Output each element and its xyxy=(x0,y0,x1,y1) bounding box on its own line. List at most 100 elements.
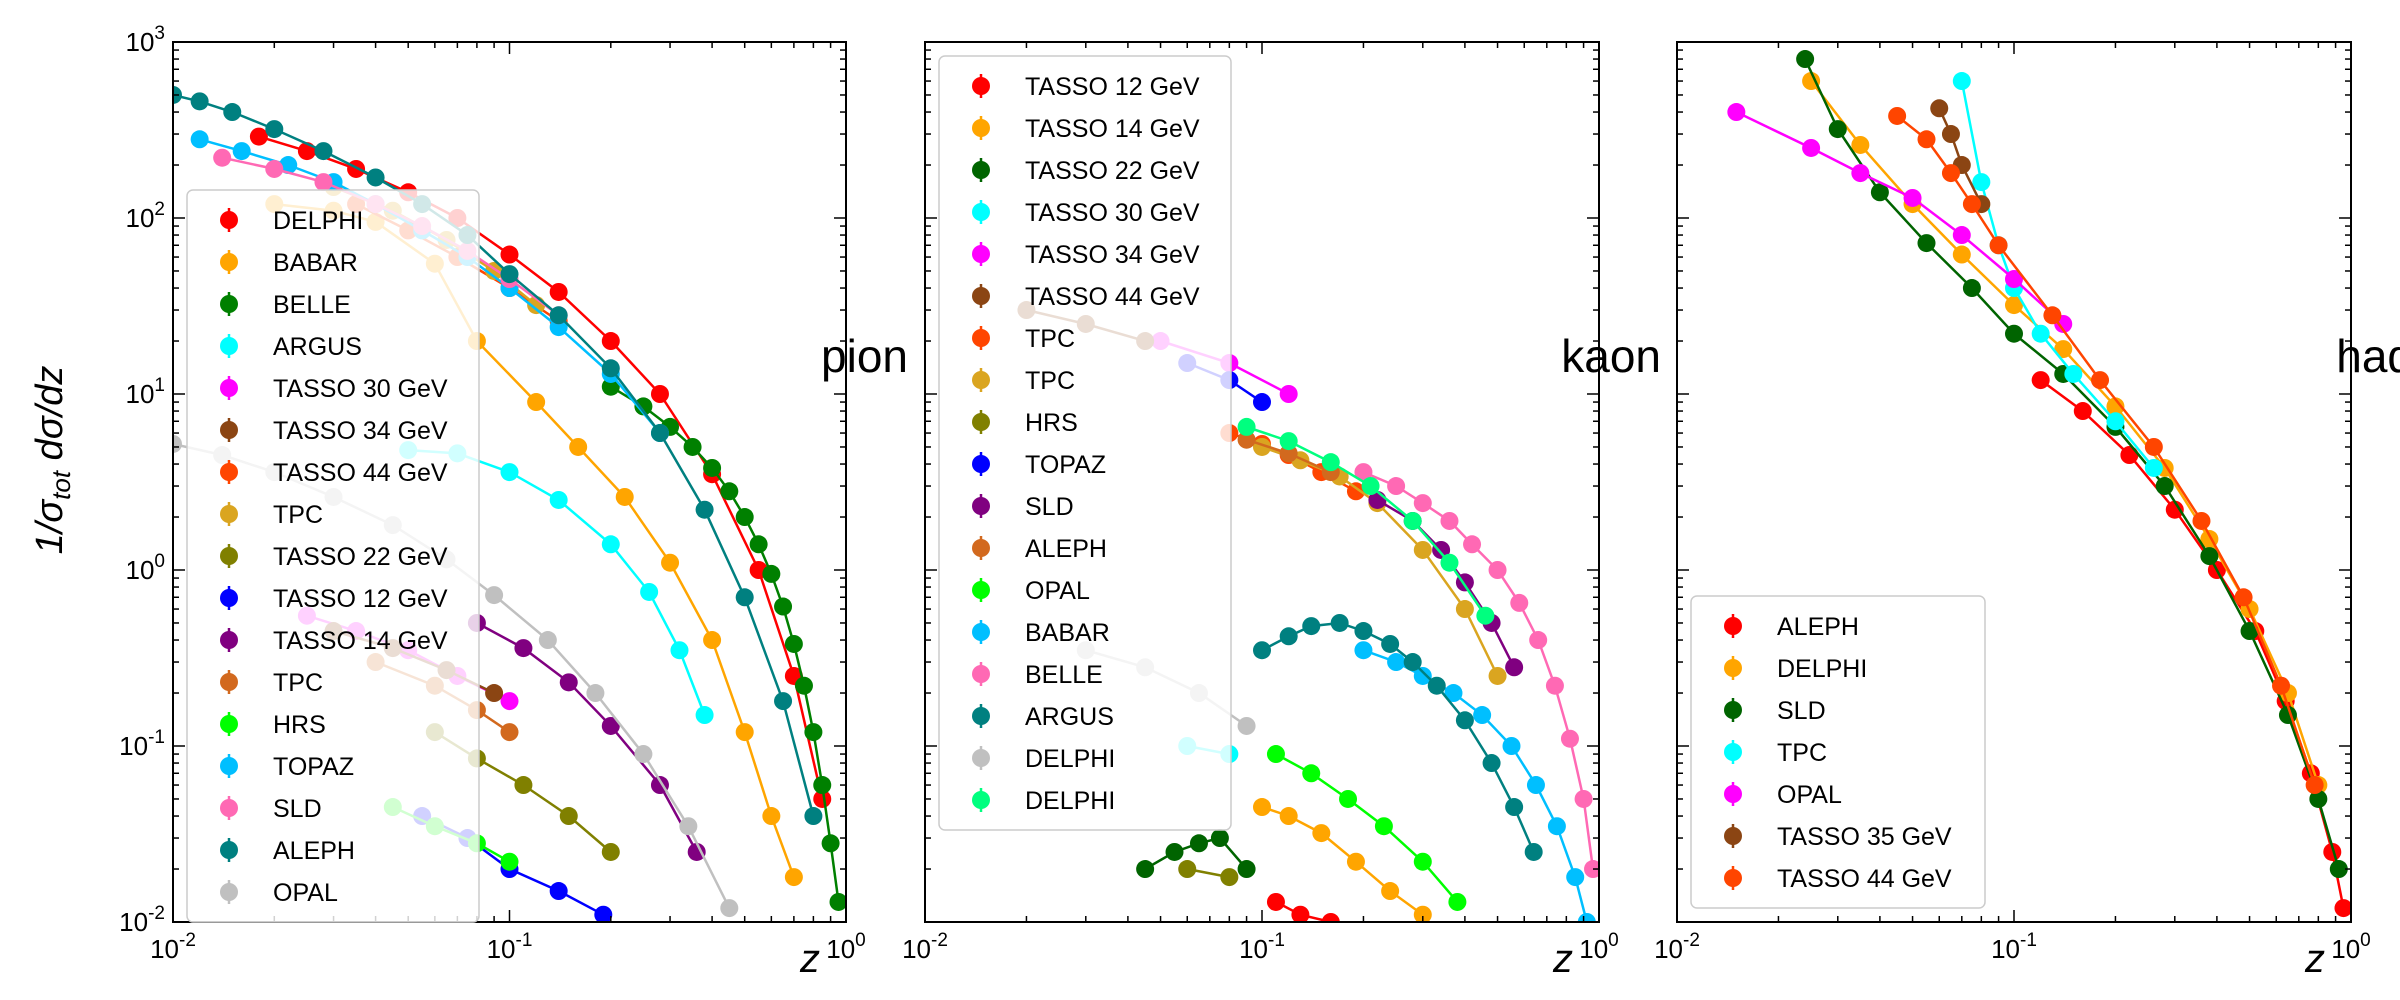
data-point xyxy=(173,434,182,453)
y-tick-label: 10-2 xyxy=(119,903,165,937)
legend-item: HRS xyxy=(220,711,326,739)
data-point xyxy=(1381,882,1400,901)
legend-marker xyxy=(220,547,238,565)
data-point xyxy=(813,789,832,808)
legend-marker xyxy=(220,421,238,439)
panel-pion: 10-2 10-1 100 10-2 10-1 100 101 102 103 z pion DELP… xyxy=(119,23,908,981)
data-point xyxy=(703,458,722,477)
legend-item: BABAR xyxy=(972,619,1110,647)
data-point xyxy=(2144,458,2163,477)
legend-item: TASSO 12 GeV xyxy=(972,73,1200,101)
panel-title: pion xyxy=(821,330,908,382)
legend-item: TASSO 22 GeV xyxy=(972,157,1200,185)
data-point xyxy=(1321,913,1340,922)
legend-label: TPC xyxy=(1025,325,1075,353)
data-point xyxy=(774,597,793,616)
legend-item: TASSO 14 GeV xyxy=(972,115,1200,143)
data-point xyxy=(1189,834,1208,853)
data-point xyxy=(735,508,754,527)
data-point xyxy=(1529,631,1548,650)
data-point xyxy=(549,282,568,301)
legend-item: SLD xyxy=(220,795,322,823)
legend-label: DELPHI xyxy=(1025,787,1115,815)
data-point xyxy=(1444,684,1463,703)
legend-label: TASSO 22 GeV xyxy=(1025,157,1200,185)
data-point xyxy=(1354,622,1373,641)
data-point xyxy=(695,500,714,519)
data-point xyxy=(2165,500,2184,519)
data-point xyxy=(1440,511,1459,530)
legend-marker xyxy=(220,799,238,817)
data-point xyxy=(634,397,653,416)
data-point xyxy=(500,723,519,742)
data-point xyxy=(1413,494,1432,513)
data-point xyxy=(1312,824,1331,843)
data-point xyxy=(762,807,781,826)
data-point xyxy=(1488,561,1507,579)
data-point xyxy=(2323,842,2342,861)
legend-item: TASSO 14 GeV xyxy=(220,627,448,655)
data-point xyxy=(485,586,504,605)
data-point xyxy=(1381,634,1400,653)
data-point xyxy=(2120,446,2139,465)
data-point xyxy=(1413,905,1432,922)
x-tick-label: 10-2 xyxy=(150,930,196,964)
data-point xyxy=(1505,798,1524,817)
axis-ticks xyxy=(1676,42,2351,923)
x-tick-label: 100 xyxy=(1579,930,1619,964)
legend-marker xyxy=(972,413,990,431)
data-point xyxy=(1302,617,1321,636)
series-hrs xyxy=(1178,860,1239,887)
data-point xyxy=(1403,653,1422,672)
legend-item: BABAR xyxy=(220,249,358,277)
data-point xyxy=(720,482,739,501)
data-point xyxy=(1917,130,1936,149)
fit-curve xyxy=(1938,107,1983,205)
legend-item: TOPAZ xyxy=(220,753,354,781)
legend-box xyxy=(186,189,480,923)
legend-item: ARGUS xyxy=(220,333,362,361)
legend-marker xyxy=(972,665,990,683)
x-tick-label: 10-2 xyxy=(1654,930,1700,964)
legend-label: TASSO 30 GeV xyxy=(273,375,448,403)
series-tpc xyxy=(1952,72,2163,477)
data-point xyxy=(1584,860,1599,879)
data-point xyxy=(549,306,568,325)
data-point xyxy=(794,676,813,695)
data-point xyxy=(813,776,832,795)
legend-item: DELPHI xyxy=(220,207,363,235)
legend-label: TPC xyxy=(1025,367,1075,395)
data-point xyxy=(1828,120,1847,139)
legend-marker xyxy=(972,707,990,725)
legend-label: TASSO 14 GeV xyxy=(1025,115,1200,143)
data-point xyxy=(1354,463,1373,482)
data-point xyxy=(1888,106,1907,125)
data-point xyxy=(601,359,620,378)
data-point xyxy=(2005,270,2023,289)
series-opal xyxy=(1266,745,1467,911)
data-point xyxy=(366,168,385,187)
data-point xyxy=(1802,72,1821,91)
legend-item: TASSO 22 GeV xyxy=(220,543,448,571)
data-point xyxy=(1413,540,1432,559)
legend-item: ALEPH xyxy=(220,837,355,865)
data-point xyxy=(249,127,268,146)
data-point xyxy=(559,807,578,826)
axis-ticks xyxy=(924,42,1599,923)
legend-label: HRS xyxy=(273,711,326,739)
y-tick-label: 102 xyxy=(126,199,166,233)
data-point xyxy=(1266,745,1285,764)
legend-label: TASSO 44 GeV xyxy=(1777,865,1952,893)
y-axis-label: 1/σtot dσ/dz xyxy=(29,366,76,555)
data-point xyxy=(213,148,232,167)
data-point xyxy=(650,385,669,403)
data-point xyxy=(538,631,557,650)
data-point xyxy=(1455,711,1474,730)
legend-marker xyxy=(1724,827,1742,845)
legend-marker xyxy=(972,455,990,473)
data-point xyxy=(1796,50,1815,69)
data-point xyxy=(559,673,578,692)
data-point xyxy=(749,535,768,554)
